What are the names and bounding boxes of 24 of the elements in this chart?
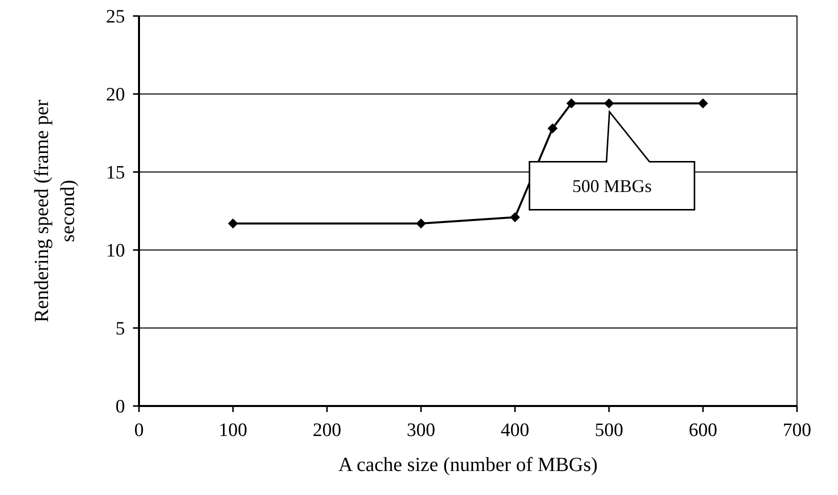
annotation: 500 MBGs	[572, 176, 652, 196]
x-tick-label: 400	[500, 420, 530, 441]
point	[548, 123, 558, 134]
x-tick-label: 200	[312, 420, 342, 441]
y-tick-label: 10	[106, 240, 125, 262]
point	[510, 212, 520, 222]
x-axis-title: A cache size (number of MBGs)	[338, 454, 598, 476]
y-axis-title: Rendering speed (frame per second)	[31, 99, 79, 322]
x-tick-label: 300	[406, 420, 436, 441]
point	[604, 98, 614, 108]
y-tick-label: 5	[116, 318, 125, 340]
x-tick-label: 0	[134, 420, 144, 441]
y-tick-label: 20	[106, 84, 125, 106]
x-tick-label: 100	[218, 420, 248, 441]
point	[416, 218, 426, 228]
x-tick-label: 500	[594, 420, 624, 441]
y-tick-label: 0	[116, 396, 125, 418]
x-tick-label: 700	[782, 420, 812, 441]
point	[566, 98, 576, 108]
y-tick-label: 15	[106, 162, 125, 184]
y-tick-label: 25	[106, 6, 125, 28]
point	[698, 98, 708, 108]
point	[228, 218, 238, 228]
x-tick-label: 600	[688, 420, 718, 441]
